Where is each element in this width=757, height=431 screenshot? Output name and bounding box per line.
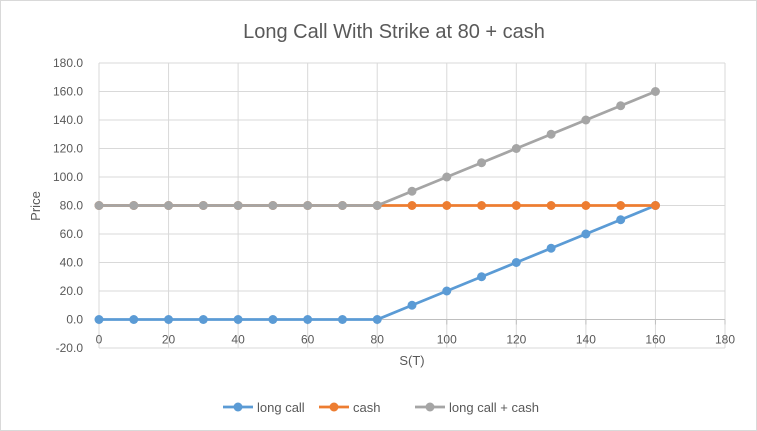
y-tick-label: 100.0: [53, 170, 83, 184]
legend-item: long call + cash: [415, 400, 539, 415]
x-tick-label: 80: [371, 333, 385, 347]
y-tick-label: -20.0: [56, 341, 84, 355]
series-lines: [94, 87, 660, 324]
data-point: [337, 201, 347, 210]
data-point: [164, 201, 174, 210]
data-point: [268, 315, 278, 324]
data-point: [616, 215, 626, 225]
data-point: [407, 300, 417, 310]
x-tick-label: 40: [231, 333, 245, 347]
data-point: [233, 315, 243, 324]
data-point: [164, 315, 174, 324]
data-point: [616, 101, 626, 111]
data-point: [581, 229, 591, 239]
data-point: [303, 315, 313, 324]
x-tick-label: 140: [576, 333, 596, 347]
legend-label: long call + cash: [449, 400, 539, 415]
data-point: [616, 201, 626, 210]
data-point: [477, 201, 487, 210]
data-point: [442, 172, 452, 182]
y-tick-label: 160.0: [53, 85, 83, 99]
x-axis-title: S(T): [399, 353, 424, 368]
y-tick-label: 0.0: [66, 313, 83, 327]
data-point: [581, 201, 591, 210]
data-point: [233, 201, 243, 210]
data-point: [442, 201, 452, 210]
legend-item: long call: [223, 400, 305, 415]
chart-title: Long Call With Strike at 80 + cash: [243, 21, 545, 43]
data-point: [198, 315, 208, 324]
data-point: [268, 201, 278, 210]
data-point: [650, 201, 660, 210]
data-point: [546, 243, 556, 253]
data-point: [546, 201, 556, 210]
data-point: [372, 315, 382, 324]
y-tick-label: 80.0: [60, 199, 84, 213]
y-tick-label: 140.0: [53, 113, 83, 127]
x-tick-label: 0: [96, 333, 103, 347]
legend-label: long call: [257, 400, 305, 415]
data-point: [511, 258, 521, 267]
data-point: [372, 201, 382, 210]
data-point: [94, 201, 104, 210]
data-point: [511, 144, 521, 153]
legend-marker: [329, 402, 339, 412]
data-point: [407, 186, 417, 196]
legend-item: cash: [319, 400, 380, 415]
series-long-call-cash: [94, 87, 660, 210]
data-point: [407, 201, 417, 210]
y-axis-ticks: -20.0 0.0 20.0 40.0 60.0 80.0 100.0 120.0 140.0 1…: [53, 56, 83, 355]
data-point: [303, 201, 313, 210]
x-axis-ticks: 0 20 40 60 80 100 120 140 160 180: [96, 333, 736, 347]
data-point: [546, 129, 556, 139]
y-tick-label: 120.0: [53, 142, 83, 156]
x-tick-label: 100: [437, 333, 457, 347]
y-tick-label: 20.0: [60, 284, 84, 298]
data-point: [442, 286, 452, 296]
y-tick-label: 40.0: [60, 256, 84, 270]
x-tick-label: 120: [506, 333, 526, 347]
data-point: [477, 272, 487, 282]
x-tick-label: 160: [645, 333, 665, 347]
x-tick-label: 180: [715, 333, 735, 347]
series-long-call: [94, 201, 660, 324]
data-point: [477, 158, 487, 168]
data-point: [511, 201, 521, 210]
x-tick-label: 60: [301, 333, 315, 347]
legend-marker: [233, 402, 243, 412]
y-axis-title: Price: [28, 191, 43, 221]
data-point: [198, 201, 208, 210]
legend-marker: [425, 402, 435, 412]
data-point: [94, 315, 104, 324]
legend: long call cash long call + cash: [223, 400, 539, 415]
data-point: [129, 315, 139, 324]
data-point: [581, 115, 591, 125]
legend-label: cash: [353, 400, 380, 415]
y-tick-label: 60.0: [60, 227, 84, 241]
y-tick-label: 180.0: [53, 56, 83, 70]
data-point: [129, 201, 139, 210]
x-tick-label: 20: [162, 333, 176, 347]
data-point: [650, 87, 660, 96]
data-point: [337, 315, 347, 324]
